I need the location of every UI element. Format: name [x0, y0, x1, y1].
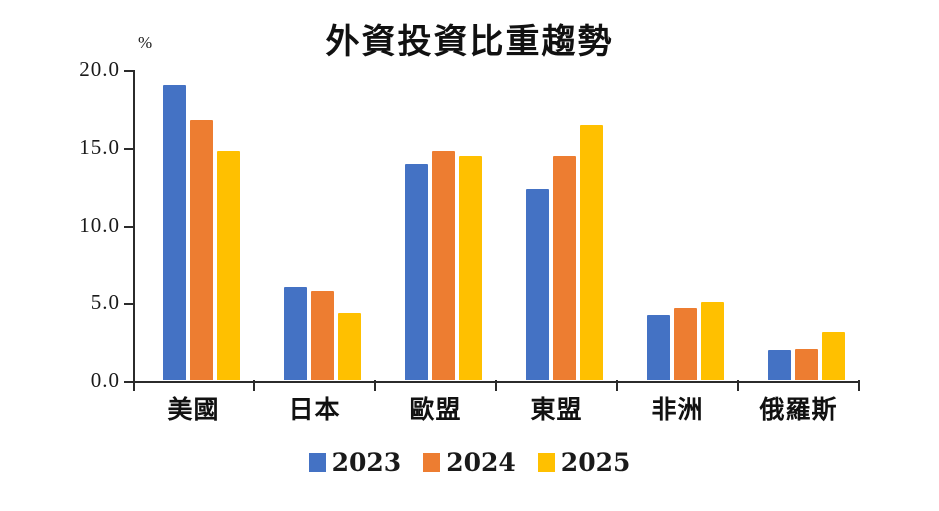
legend-swatch-icon	[423, 453, 441, 472]
legend: 2023 2024 2025	[0, 448, 939, 477]
legend-swatch-icon	[308, 453, 326, 472]
bar-group	[738, 69, 860, 391]
bar-2023-歐盟[interactable]	[405, 163, 428, 380]
bar-group-bars	[768, 69, 845, 380]
bar-group	[133, 69, 255, 391]
x-axis-category-label: 東盟	[530, 395, 583, 424]
legend-label: 2025	[560, 448, 631, 477]
x-axis-tick-origin	[133, 380, 135, 391]
bar-group-bars	[405, 69, 482, 380]
bar-group	[496, 69, 618, 391]
bar-group	[375, 69, 497, 391]
y-tick-label: 0.0	[90, 368, 120, 392]
bar-2025-日本[interactable]	[338, 313, 361, 380]
bar-2023-非洲[interactable]	[647, 314, 670, 380]
y-tick-label: 5.0	[90, 290, 120, 315]
y-tick-label: 10.0	[79, 212, 120, 237]
bar-group-bars	[526, 69, 603, 380]
legend-item-2025[interactable]: 2025	[537, 448, 631, 477]
bar-2024-俄羅斯[interactable]	[795, 348, 818, 380]
x-axis-category-label: 歐盟	[409, 395, 462, 424]
bar-2023-東盟[interactable]	[526, 188, 549, 380]
bar-group-bars	[163, 69, 240, 380]
bar-2024-美國[interactable]	[190, 120, 213, 380]
legend-label: 2023	[331, 448, 402, 477]
legend-swatch-icon	[537, 453, 555, 472]
bar-2024-日本[interactable]	[311, 291, 334, 380]
bar-group	[617, 69, 739, 391]
x-axis-tick	[253, 380, 255, 391]
bar-2025-俄羅斯[interactable]	[822, 331, 845, 380]
bar-group	[254, 69, 376, 391]
x-axis-category-label: 美國	[167, 395, 220, 424]
bar-2023-日本[interactable]	[284, 286, 307, 380]
y-tick-mark	[124, 303, 133, 306]
y-tick-label: 15.0	[79, 134, 120, 159]
legend-label: 2024	[446, 448, 516, 477]
x-axis-category-label: 非洲	[651, 395, 704, 424]
x-axis-tick	[858, 380, 860, 391]
bar-2023-俄羅斯[interactable]	[768, 350, 791, 380]
x-axis-tick	[616, 380, 618, 391]
bar-2025-歐盟[interactable]	[459, 156, 482, 380]
bar-2024-非洲[interactable]	[674, 308, 697, 380]
bar-2025-東盟[interactable]	[580, 124, 603, 380]
x-axis-category-label: 俄羅斯	[759, 395, 838, 424]
bar-2025-非洲[interactable]	[701, 302, 724, 380]
y-tick-mark	[124, 381, 133, 383]
x-axis-tick	[374, 380, 376, 391]
bar-2024-東盟[interactable]	[553, 156, 576, 380]
y-tick-label: 20.0	[79, 57, 120, 81]
y-tick-mark	[124, 225, 133, 228]
bar-group-bars	[647, 69, 724, 380]
bar-2023-美國[interactable]	[163, 84, 186, 380]
y-tick-mark	[124, 147, 133, 150]
legend-item-2023[interactable]: 2023	[308, 448, 402, 477]
legend-item-2024[interactable]: 2024	[423, 448, 516, 477]
y-axis-unit-label: %	[138, 33, 153, 52]
x-axis-category-label: 日本	[288, 395, 341, 424]
x-axis-tick	[495, 380, 497, 391]
bar-group-bars	[284, 69, 361, 380]
y-tick-mark	[124, 70, 133, 72]
plot-area: 20.0 15.0 10.0 5.0 0.0 美國 日本 歐盟 東盟 非洲 俄羅斯	[79, 57, 860, 424]
y-axis-line	[133, 70, 135, 383]
x-axis-tick	[737, 380, 739, 391]
bar-2025-美國[interactable]	[217, 151, 240, 380]
bar-2024-歐盟[interactable]	[432, 151, 455, 380]
page-title: 外資投資比重趨勢	[325, 22, 614, 62]
